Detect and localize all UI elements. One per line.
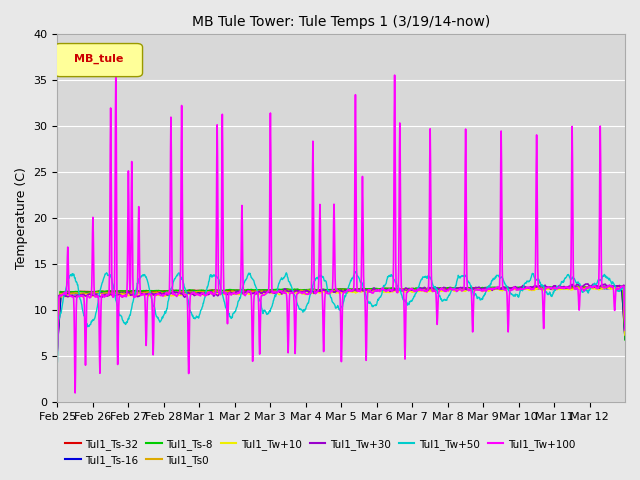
Y-axis label: Temperature (C): Temperature (C) <box>15 167 28 269</box>
Title: MB Tule Tower: Tule Temps 1 (3/19/14-now): MB Tule Tower: Tule Temps 1 (3/19/14-now… <box>192 15 490 29</box>
Text: MB_tule: MB_tule <box>74 54 123 64</box>
FancyBboxPatch shape <box>54 44 143 77</box>
Legend: Tul1_Ts-32, Tul1_Ts-16, Tul1_Ts-8, Tul1_Ts0, Tul1_Tw+10, Tul1_Tw+30, Tul1_Tw+50,: Tul1_Ts-32, Tul1_Ts-16, Tul1_Ts-8, Tul1_… <box>61 434 579 470</box>
